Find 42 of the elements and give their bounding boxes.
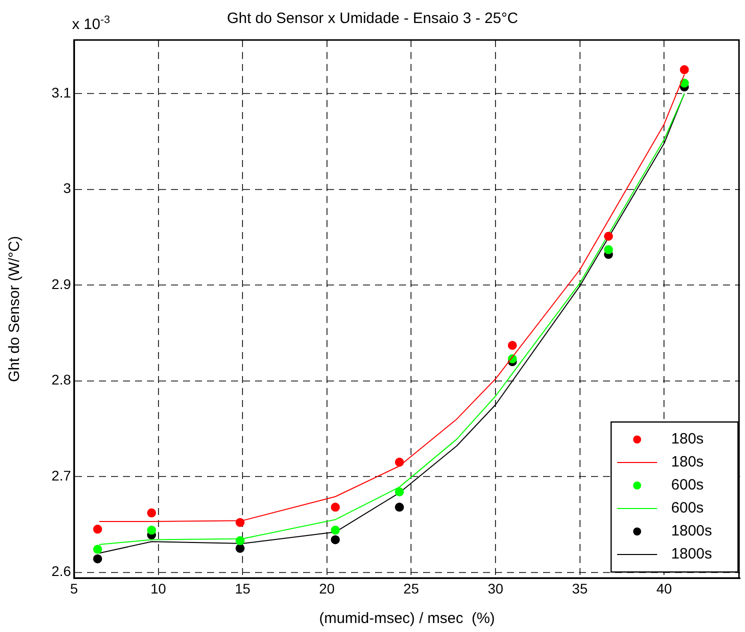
point	[236, 518, 245, 527]
legend-label: 600s	[671, 476, 704, 494]
x-tick-label: 5	[70, 580, 78, 596]
legend-label: 600s	[671, 500, 704, 517]
point	[680, 65, 689, 74]
x-tick-label: 35	[572, 580, 588, 596]
point	[394, 487, 404, 496]
x-tick-label: 40	[656, 580, 672, 596]
y-tick-label: 2.6	[52, 563, 72, 580]
point	[604, 245, 613, 254]
chart-title: Ght do Sensor x Umidade - Ensaio 3 - 25°C	[226, 10, 518, 28]
point	[508, 340, 517, 350]
x-tick-label: 15	[234, 580, 251, 596]
point	[394, 458, 404, 467]
point	[330, 502, 340, 512]
y-tick-label: 2.7	[52, 467, 72, 484]
point	[93, 554, 102, 564]
y-tick-label: 2.8	[52, 372, 72, 388]
point	[93, 544, 102, 554]
legend-label: 1800s	[671, 546, 712, 563]
point	[93, 524, 102, 534]
y-tick-label: 3	[63, 180, 72, 196]
y-tick-label: 2.9	[52, 276, 72, 292]
point	[236, 544, 245, 553]
y-tick-label: 3.1	[52, 84, 72, 100]
point	[330, 535, 340, 544]
point	[604, 232, 613, 241]
legend-label: 1800s	[671, 522, 712, 540]
point	[147, 526, 156, 535]
legend-label: 180s	[671, 430, 704, 448]
x-tick-label: 10	[150, 580, 166, 596]
legend-label: 180s	[671, 454, 704, 471]
point	[330, 526, 340, 535]
point	[680, 78, 689, 88]
point	[236, 536, 245, 546]
point	[147, 508, 156, 518]
x-tick-label: 25	[403, 580, 420, 596]
x-tick-label: 20	[319, 580, 335, 596]
y-axis-title: Ght do Sensor (W/°C)	[6, 236, 24, 382]
x-tick-label: 30	[488, 580, 504, 596]
point	[394, 502, 404, 512]
x-axis-title: (mumid-msec) / msec (%)	[319, 610, 495, 628]
